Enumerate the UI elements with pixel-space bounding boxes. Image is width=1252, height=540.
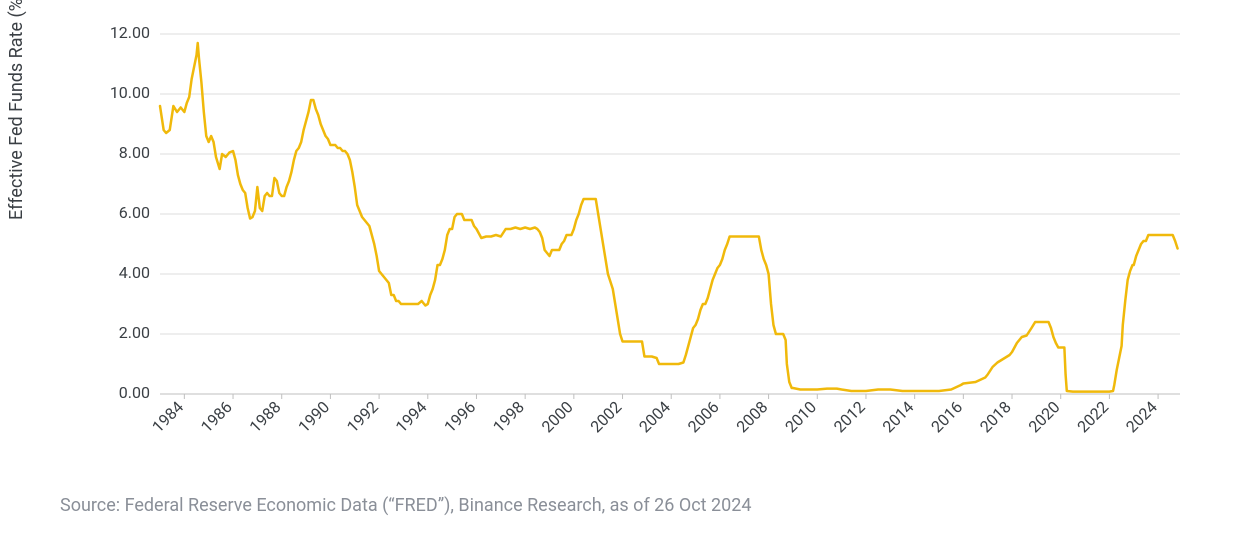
x-tick-label: 2000: [538, 397, 577, 436]
chart-svg: 0.00 2.00 4.00 6.00 8.00 10.00 12.00 1984 1986 19…: [90, 24, 1190, 444]
x-tick-label: 1984: [148, 397, 187, 436]
x-tick-label: 2022: [1073, 397, 1112, 436]
y-tick-label: 12.00: [110, 23, 150, 42]
x-tick-label: 2008: [733, 397, 772, 436]
y-tick-label: 0.00: [119, 383, 150, 402]
x-tick-label: 2014: [879, 397, 918, 436]
x-tick-label: 2006: [684, 397, 723, 436]
y-tick-label: 8.00: [119, 143, 150, 162]
y-axis-label: Effective Fed Funds Rate (%): [6, 0, 27, 220]
source-note: Source: Federal Reserve Economic Data (“…: [60, 495, 752, 516]
x-tick-label: 2002: [586, 397, 625, 436]
y-tick-label: 10.00: [110, 83, 150, 102]
x-tick-label: 1998: [489, 397, 528, 436]
y-tick-label: 4.00: [119, 263, 150, 282]
x-tick-label: 1986: [197, 397, 236, 436]
x-tick-label: 2016: [927, 397, 966, 436]
series-line: [160, 43, 1178, 392]
x-tick-label: 2024: [1122, 397, 1161, 436]
x-tick-label: 1994: [392, 397, 431, 436]
x-tick-label: 2020: [1025, 397, 1064, 436]
x-tick-label: 1990: [294, 397, 333, 436]
y-tick-label: 2.00: [119, 323, 150, 342]
x-tick-label: 2018: [976, 397, 1015, 436]
y-tick-label: 6.00: [119, 203, 150, 222]
x-tick-label: 1988: [246, 397, 285, 436]
x-tick-label: 1992: [343, 397, 382, 436]
chart-plot: 0.00 2.00 4.00 6.00 8.00 10.00 12.00 1984 1986 19…: [90, 24, 1190, 444]
chart-container: Effective Fed Funds Rate (%) 0.00 2.00 4.0…: [0, 0, 1252, 540]
x-tick-label: 2012: [830, 397, 869, 436]
x-tick-label: 2010: [781, 397, 820, 436]
x-tick-label: 2004: [635, 397, 674, 436]
x-tick-label: 1996: [440, 397, 479, 436]
